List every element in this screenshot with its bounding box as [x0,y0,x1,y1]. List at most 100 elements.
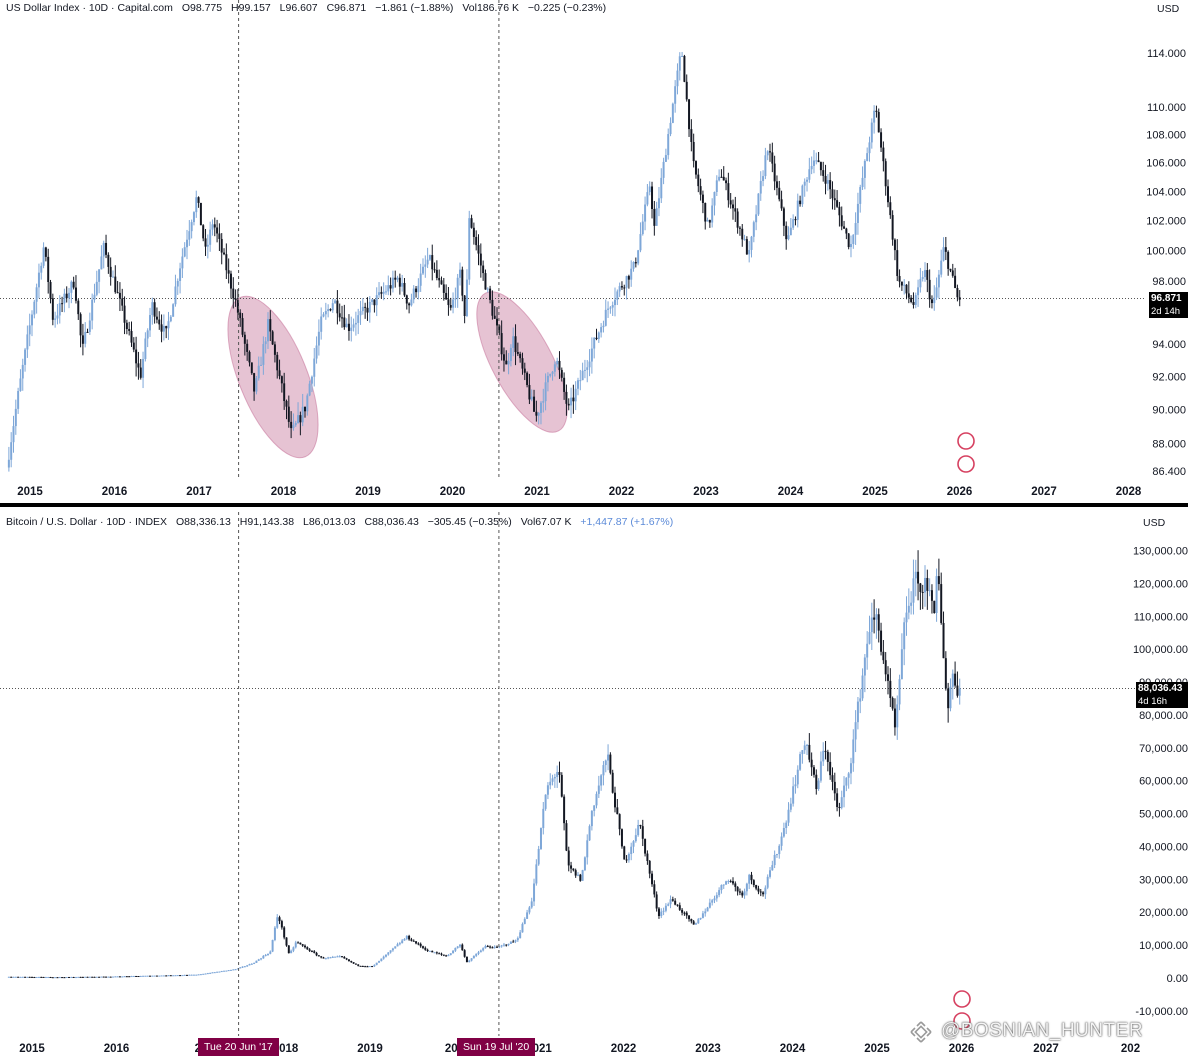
candle-body [815,160,818,162]
candle-body [937,576,940,585]
candle-body [361,965,364,967]
candle-body [880,132,883,148]
candle-body [484,946,487,949]
candle-body [704,911,707,914]
candle-body [398,277,401,287]
candle-body [176,975,179,977]
candle-body [750,874,753,881]
candle-body [692,921,695,925]
candle-body [803,181,806,186]
candle-body [775,181,778,188]
btc-high: H91,143.38 [239,516,295,528]
candle-body [766,151,769,156]
candle-body [609,307,612,309]
candle-body [590,810,593,827]
candle-body [671,899,674,901]
candle-body [266,319,269,342]
candle-body [623,846,626,860]
candle-body [447,299,450,306]
candle-body [419,273,422,286]
candle-body [26,334,29,350]
candle-body [63,293,66,304]
candle-body [808,169,811,180]
candle-body [627,854,630,861]
author-watermark: @BOSNIAN_HUNTER [941,1020,1144,1041]
candle-body [384,291,387,293]
candle-body [213,972,216,974]
candle-body [271,331,274,345]
candle-body [956,685,959,696]
candle-body [384,954,387,957]
candle-body [657,198,660,209]
candle-body [898,276,901,282]
candle-body [602,325,605,328]
candle-body [35,977,38,979]
candle-body [651,873,654,885]
candle-body [438,277,441,281]
candle-body [528,385,531,400]
candle-body [618,286,621,292]
candle-body [574,388,577,402]
candle-body [544,382,547,402]
candle-body [704,203,707,222]
btc-y-tick-label: 50,000.00 [1139,809,1188,821]
candle-body [775,854,778,856]
candle-body [560,369,563,378]
candle-body [831,189,834,199]
candle-body [866,153,869,161]
candle-body [68,292,71,299]
candle-body [445,292,448,300]
btc-last-price: 88,036.43 [1138,683,1183,694]
candle-body [68,977,71,979]
candle-body [639,234,642,251]
candle-body [236,300,239,313]
candle-body [595,337,598,340]
candle-body [405,935,408,939]
candle-body [616,807,619,815]
candle-body [646,192,649,205]
candle-body [648,186,651,193]
candle-body [681,55,684,57]
btc-y-tick-label: 70,000.00 [1139,743,1188,755]
candle-body [204,973,207,975]
candle-body [581,370,584,381]
candle-body [93,976,96,978]
candle-body [514,940,517,942]
candle-body [741,228,744,240]
candle-body [382,956,385,959]
candle-body [95,976,98,978]
candle-body [371,299,374,302]
candle-body [951,270,954,276]
candle-body [840,215,843,227]
candle-body [107,254,110,267]
candle-body [789,803,792,810]
candle-body [74,287,77,301]
candle-body [172,975,175,977]
dxy-y-tick-label: 104.000 [1146,186,1186,198]
candle-body [428,255,431,260]
candle-body [838,206,841,216]
candle-body [232,288,235,299]
dxy-y-tick-label: 108.000 [1146,130,1186,142]
candle-body [604,760,607,766]
candle-body [859,187,862,204]
candle-body [699,186,702,195]
candle-body [241,966,244,968]
dxy-x-tick-label: 2015 [17,486,43,498]
candle-body [924,577,927,593]
candle-body [280,376,283,384]
candle-body [315,952,318,956]
candle-body [243,966,246,968]
candle-body [433,952,436,954]
candle-body [86,331,89,333]
candle-body [213,224,216,228]
candle-body [706,907,709,912]
candle-body [181,975,184,977]
candle-body [930,590,933,601]
candle-body [209,229,212,245]
candle-body [847,233,850,248]
dxy-bar-countdown: 2d 14h [1151,306,1181,317]
candle-body [549,781,552,786]
candle-body [118,292,121,299]
candle-body [498,325,501,334]
